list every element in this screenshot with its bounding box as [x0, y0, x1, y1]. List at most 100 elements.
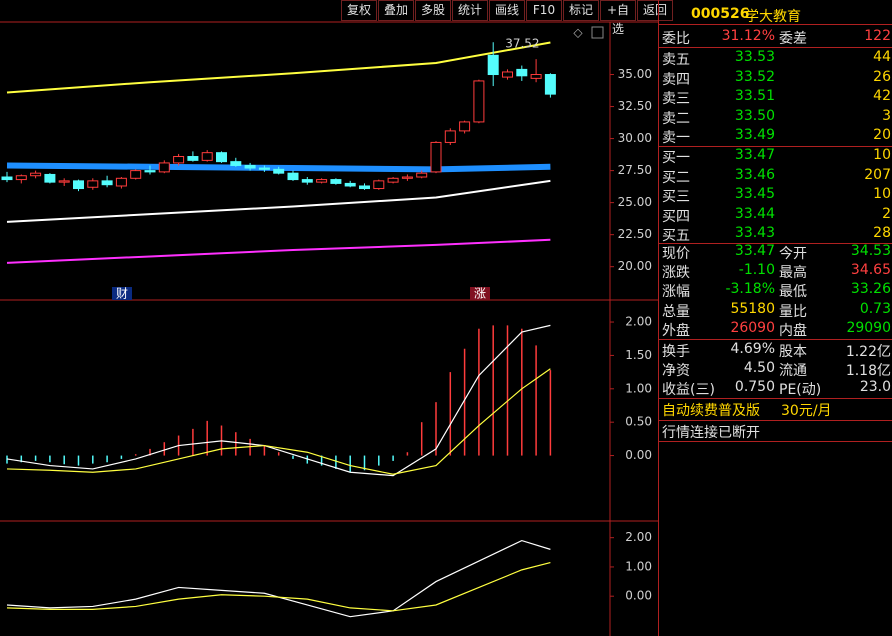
book-label: 卖二	[662, 110, 690, 127]
candle-body	[401, 176, 413, 179]
label: 净资	[662, 363, 690, 380]
separator	[659, 146, 892, 147]
label: 现价	[662, 246, 690, 262]
value: 55180	[730, 300, 775, 317]
candle-body	[258, 167, 270, 170]
y-tick-label: 35.00	[618, 67, 652, 81]
stock-code: 000526	[691, 6, 750, 22]
candle-body	[1, 176, 13, 181]
value: -3.18%	[725, 281, 775, 298]
line	[6, 179, 551, 223]
candle-body	[15, 175, 27, 181]
book-price: 33.52	[734, 68, 775, 85]
candle-body	[373, 180, 385, 190]
book-label: 卖一	[662, 130, 690, 147]
separator	[659, 339, 892, 340]
candle-body	[101, 180, 113, 186]
candle-body	[430, 141, 442, 173]
value: 29090	[846, 319, 891, 336]
toolbar-button[interactable]: 多股	[415, 0, 451, 21]
book-label: 买二	[662, 169, 690, 186]
candle-body	[416, 172, 428, 178]
label: 涨幅	[662, 284, 690, 301]
value: 1.22亿	[845, 344, 891, 360]
y-tick-label: 22.50	[618, 227, 652, 241]
book-label: 卖四	[662, 71, 690, 88]
y-tick-label: 2.00	[625, 315, 652, 329]
candle-body	[158, 162, 170, 173]
toolbar-button[interactable]: +自选	[600, 0, 636, 36]
y-tick-label: 1.50	[625, 348, 652, 362]
label: 委差	[779, 31, 807, 47]
label: 股本	[779, 344, 807, 360]
book-volume: 26	[873, 68, 891, 85]
y-tick-label: 30.00	[618, 131, 652, 145]
book-volume: 20	[873, 127, 891, 144]
value: 0.73	[859, 300, 891, 317]
line	[6, 162, 551, 173]
y-tick-label: 0.50	[625, 415, 652, 429]
toolbar-button[interactable]: 标记	[563, 0, 599, 21]
promo-text[interactable]: 自动续费普及版	[662, 403, 760, 419]
y-tick-label: 0.00	[625, 448, 652, 462]
value: 122	[864, 28, 891, 44]
candle-body	[115, 177, 127, 187]
book-price: 33.51	[734, 88, 775, 105]
candle-body	[58, 180, 70, 183]
icon[interactable]	[591, 26, 604, 39]
book-price: 33.45	[734, 186, 775, 203]
toolbar-button[interactable]: 统计	[452, 0, 488, 21]
event-box	[470, 287, 490, 300]
book-price: 33.53	[734, 49, 775, 65]
book-volume: 207	[864, 166, 891, 183]
line	[6, 539, 551, 618]
book-label: 买三	[662, 189, 690, 206]
label: 流通	[779, 363, 807, 380]
book-volume: 10	[873, 147, 891, 163]
label: 涨跌	[662, 265, 690, 282]
book-price: 33.49	[734, 127, 775, 144]
candle-body	[273, 168, 285, 174]
label: 总量	[662, 303, 690, 320]
candle-body	[544, 74, 556, 95]
chart-panel: 2.00 1.00 0.00	[6, 530, 652, 618]
toolbar-button[interactable]: F10	[526, 0, 562, 21]
separator	[659, 24, 892, 25]
book-label: 买四	[662, 208, 690, 225]
quote-panel: 000526 学大教育 委比 31.12% 委差 122 卖五 33.53 44 卖四 33.52 2…	[658, 0, 892, 636]
line	[6, 368, 551, 475]
value: 0.750	[734, 379, 775, 396]
line	[6, 324, 551, 477]
y-tick-label: 20.00	[618, 259, 652, 273]
y-tick-label: 1.00	[625, 559, 652, 573]
label: 换手	[662, 344, 690, 360]
promo-price[interactable]: 30元/月	[781, 403, 832, 419]
toolbar-button[interactable]: 画线	[489, 0, 525, 21]
toolbar-button[interactable]: 叠加	[378, 0, 414, 21]
value: 4.50	[743, 360, 775, 377]
book-volume: 44	[873, 49, 891, 65]
value: 34.65	[850, 262, 891, 279]
label: 最高	[779, 265, 807, 282]
book-label: 买一	[662, 150, 690, 166]
y-tick-label: 27.50	[618, 163, 652, 177]
toolbar-button[interactable]: 复权	[341, 0, 377, 21]
candle-body	[344, 182, 356, 187]
book-volume: 10	[873, 186, 891, 203]
book-label: 卖五	[662, 52, 690, 68]
candle-body	[73, 180, 84, 190]
book-volume: 3	[882, 107, 891, 124]
candle-body	[487, 54, 499, 76]
toolbar-button[interactable]: 返回	[637, 0, 673, 21]
separator	[659, 441, 892, 442]
event-box	[112, 287, 132, 300]
candle-body	[473, 80, 485, 123]
value: -1.10	[738, 262, 775, 279]
candle-body	[387, 177, 399, 183]
book-price: 33.44	[734, 205, 775, 222]
candle-body	[216, 152, 227, 163]
icon[interactable]: ◇	[573, 26, 583, 40]
book-label: 卖三	[662, 91, 690, 108]
book-label: 买五	[662, 228, 690, 245]
